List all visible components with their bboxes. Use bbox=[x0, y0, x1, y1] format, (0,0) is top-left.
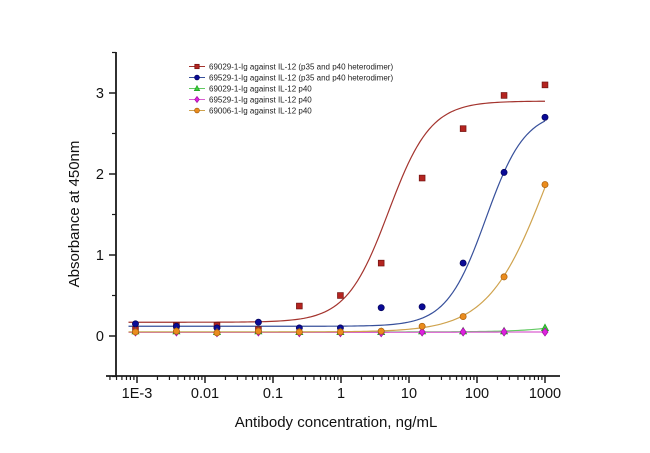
data-point-s0-square-icon bbox=[541, 81, 549, 89]
legend-label: 69029-1-Ig against IL-12 p40 bbox=[209, 85, 312, 94]
data-point-s1-circle-icon bbox=[541, 113, 549, 121]
data-point-s4-circle-icon bbox=[418, 322, 426, 330]
fit-curve-series-0 bbox=[128, 100, 546, 323]
data-point-s1-circle-icon bbox=[459, 259, 467, 267]
legend-label: 69529-1-Ig against IL-12 (p35 and p40 he… bbox=[209, 74, 393, 83]
x-tick-label: 0.1 bbox=[263, 386, 283, 402]
data-point-s3-diamond-icon bbox=[418, 327, 426, 337]
data-point-s0-square-icon bbox=[377, 259, 385, 267]
x-axis-title: Antibody concentration, ng/mL bbox=[235, 414, 438, 431]
legend-item-4: 69006-1-Ig against IL-12 p40 bbox=[189, 107, 312, 116]
data-point-s4-circle-icon bbox=[132, 328, 139, 336]
x-tick-label: 100 bbox=[465, 386, 489, 402]
data-point-s1-circle-icon bbox=[132, 320, 139, 328]
x-tick-label: 1 bbox=[337, 386, 345, 402]
legend: 69029-1-Ig against IL-12 (p35 and p40 he… bbox=[189, 63, 393, 116]
data-point-s1-circle-icon bbox=[254, 318, 262, 326]
data-point-s0-square-icon bbox=[337, 292, 344, 299]
data-point-s1-circle-icon bbox=[418, 303, 426, 311]
x-tick-label: 1E-3 bbox=[122, 386, 153, 402]
legend-item-2: 69029-1-Ig against IL-12 p40 bbox=[189, 85, 312, 94]
y-tick-label: 1 bbox=[96, 248, 104, 264]
legend-label: 69029-1-Ig against IL-12 (p35 and p40 he… bbox=[209, 63, 393, 72]
data-point-s4-circle-icon bbox=[336, 328, 344, 336]
data-point-s4-circle-icon bbox=[213, 329, 221, 337]
x-tick-label: 0.01 bbox=[191, 386, 219, 402]
x-tick-label: 10 bbox=[401, 386, 417, 402]
fit-curve-series-1 bbox=[128, 120, 546, 327]
data-point-s0-square-icon bbox=[418, 174, 426, 182]
x-tick-label: 1000 bbox=[529, 386, 561, 402]
y-tick-label: 2 bbox=[96, 167, 104, 183]
data-point-s0-square-icon bbox=[459, 125, 467, 132]
legend-marker-s1-circle-icon bbox=[194, 74, 200, 81]
legend-marker-s4-circle-icon bbox=[194, 107, 200, 114]
fit-curve-series-4 bbox=[128, 187, 546, 333]
legend-item-0: 69029-1-Ig against IL-12 (p35 and p40 he… bbox=[189, 63, 393, 72]
data-point-s0-square-icon bbox=[500, 92, 508, 99]
legend-item-3: 69529-1-Ig against IL-12 p40 bbox=[189, 96, 312, 105]
data-point-s4-circle-icon bbox=[377, 327, 385, 335]
data-point-s0-square-icon bbox=[296, 302, 303, 310]
legend-label: 69006-1-Ig against IL-12 p40 bbox=[209, 107, 312, 116]
y-tick-label: 3 bbox=[96, 86, 104, 102]
legend-marker-s3-diamond-icon bbox=[194, 95, 200, 104]
data-point-s4-circle-icon bbox=[541, 181, 549, 188]
y-tick-label: 0 bbox=[96, 329, 104, 345]
data-point-s4-circle-icon bbox=[295, 328, 303, 336]
data-point-s4-circle-icon bbox=[500, 273, 508, 281]
data-point-s3-diamond-icon bbox=[541, 327, 549, 337]
legend-marker-s2-triangle-icon bbox=[193, 84, 201, 91]
legend-item-1: 69529-1-Ig against IL-12 (p35 and p40 he… bbox=[189, 74, 393, 83]
data-point-s1-circle-icon bbox=[377, 304, 385, 312]
data-point-s3-diamond-icon bbox=[459, 327, 467, 337]
data-point-s3-diamond-icon bbox=[500, 327, 508, 337]
data-point-s1-circle-icon bbox=[500, 168, 508, 176]
y-axis-title: Absorbance at 450nm bbox=[66, 141, 83, 288]
data-point-s4-circle-icon bbox=[459, 313, 467, 321]
legend-label: 69529-1-Ig against IL-12 p40 bbox=[209, 96, 312, 105]
legend-marker-s0-square-icon bbox=[194, 63, 200, 70]
data-point-s4-circle-icon bbox=[172, 327, 180, 335]
data-point-s4-circle-icon bbox=[254, 327, 262, 335]
